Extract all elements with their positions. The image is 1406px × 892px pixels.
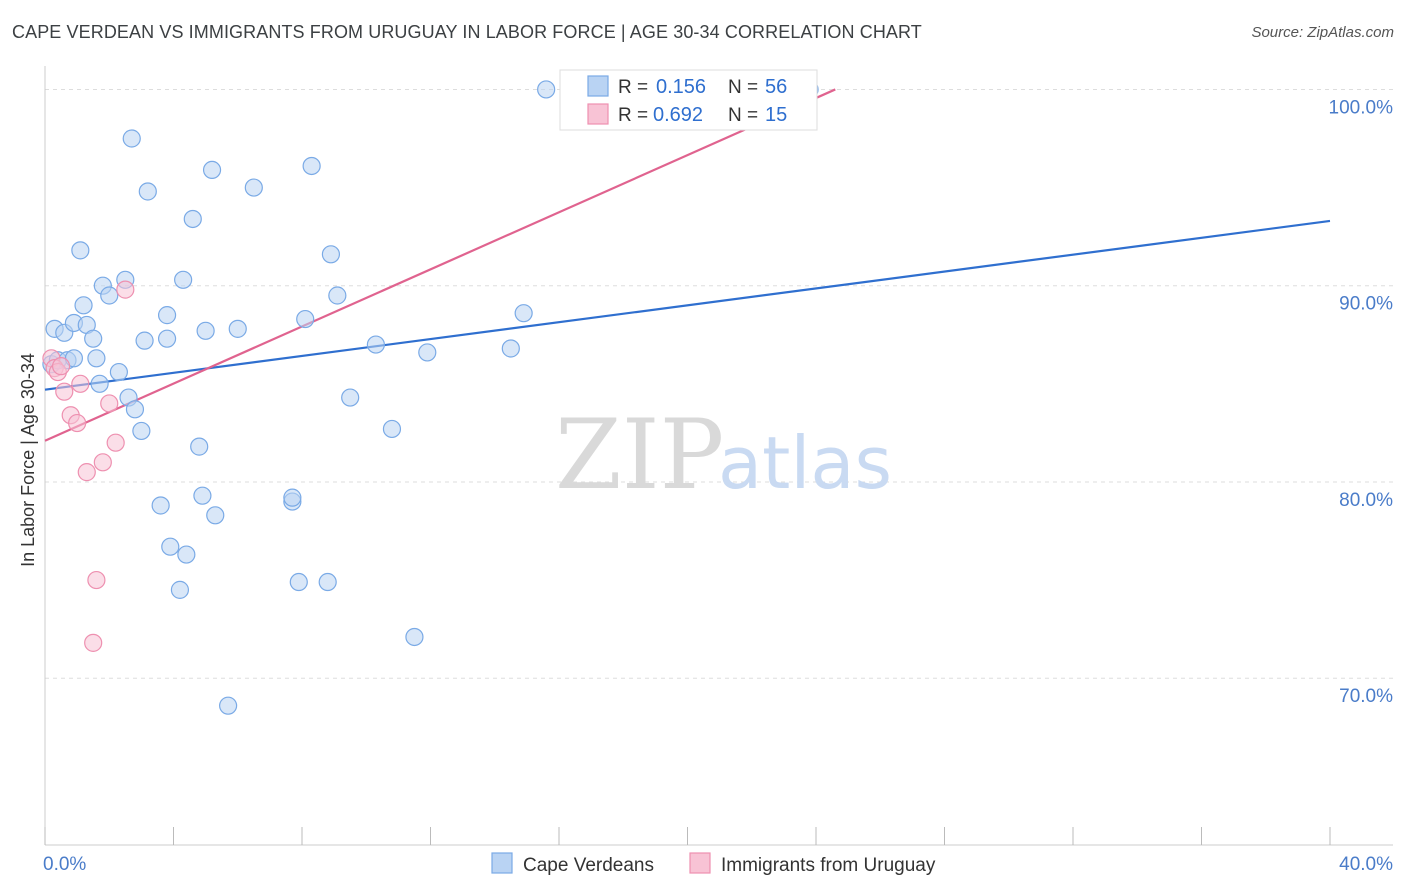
trend-lines: [44, 88, 1331, 442]
cape-verdean-point: [138, 182, 157, 201]
watermark-atlas: atlas: [718, 421, 892, 505]
uruguay-point: [51, 357, 71, 376]
uruguay-point: [71, 374, 90, 393]
cape-verdean-point: [196, 321, 215, 340]
bottom-legend-swatch-uruguay: [689, 852, 711, 874]
cape-verdean-point: [289, 572, 308, 592]
cape-verdean-point: [501, 339, 520, 358]
y-tick-label: 80.0%: [1339, 490, 1393, 511]
stats-legend: R = 0.156 N = 56 R = 0.692 N = 15: [559, 69, 818, 131]
bottom-legend-swatch-cape-verdeans: [491, 852, 513, 874]
watermark-zip: ZIP: [555, 399, 724, 511]
legend-swatch-uruguay: [587, 103, 609, 125]
cape-verdean-point: [132, 421, 151, 441]
cape-verdean-point: [244, 178, 263, 197]
cape-verdean-point: [193, 486, 212, 505]
cape-verdean-point: [157, 329, 177, 348]
cape-verdean-point: [161, 537, 180, 556]
cape-verdean-point: [90, 374, 109, 393]
cape-verdean-point: [302, 156, 321, 176]
uruguay-point: [100, 394, 119, 413]
y-tick-label: 100.0%: [1329, 97, 1394, 118]
cape-verdean-point: [206, 506, 225, 525]
cape-verdean-point: [366, 335, 385, 354]
series-legend: Cape Verdeans Immigrants from Uruguay: [491, 852, 936, 876]
cape-verdean-point: [122, 129, 141, 148]
watermark: ZIP atlas: [555, 399, 892, 511]
legend-n-value-uruguay: 15: [765, 104, 787, 126]
y-tick-label: 90.0%: [1339, 294, 1393, 315]
cape-verdean-point: [405, 627, 424, 647]
uruguay-point: [93, 453, 112, 472]
cape-verdean-point: [514, 304, 533, 323]
chart-title: CAPE VERDEAN VS IMMIGRANTS FROM URUGUAY …: [12, 22, 922, 42]
cape-verdean-point: [125, 400, 145, 419]
legend-n-value-cape-verdeans: 56: [765, 76, 787, 98]
source-credit: Source: ZipAtlas.com: [1251, 24, 1394, 41]
legend-n-label-2: N =: [728, 105, 758, 126]
uruguay-point: [87, 570, 106, 590]
cape-verdean-point: [328, 286, 347, 305]
cape-verdean-trend-line: [44, 219, 1331, 391]
cape-verdean-point: [100, 286, 119, 305]
y-tick-label: 70.0%: [1339, 686, 1393, 707]
uruguay-point: [116, 280, 135, 299]
legend-r-label: R =: [618, 77, 648, 98]
y-axis-title: In Labor Force | Age 30-34: [18, 353, 38, 567]
uruguay-point: [106, 433, 125, 452]
cape-verdean-point: [228, 319, 247, 338]
uruguay-trend-line: [44, 88, 836, 442]
cape-verdean-point: [177, 545, 196, 564]
legend-swatch-cape-verdeans: [587, 75, 609, 97]
cape-verdean-point: [84, 329, 103, 348]
cape-verdean-point: [219, 696, 238, 715]
cape-verdean-point: [157, 306, 177, 325]
cape-verdean-point: [135, 331, 154, 350]
cape-verdean-point: [183, 209, 202, 229]
cape-verdean-point: [202, 160, 222, 179]
uruguay-point: [55, 382, 74, 401]
bottom-legend-label-cape-verdeans: Cape Verdeans: [523, 855, 654, 876]
x-tick-label: 0.0%: [43, 854, 86, 875]
legend-r-value-uruguay: 0.692: [653, 104, 703, 126]
cape-verdean-point: [382, 419, 402, 439]
cape-verdean-point: [537, 80, 556, 99]
cape-verdean-point: [174, 270, 193, 289]
cape-verdean-point: [318, 572, 337, 592]
cape-verdean-point: [71, 241, 90, 260]
gridlines: [45, 88, 1393, 679]
cape-verdean-point: [109, 362, 128, 382]
bottom-legend-label-uruguay: Immigrants from Uruguay: [721, 855, 936, 876]
data-points: [42, 80, 819, 715]
axes: 70.0% 80.0% 90.0% 100.0% 0.0% 40.0%: [43, 66, 1393, 875]
cape-verdean-point: [151, 496, 170, 515]
cape-verdean-point: [341, 388, 360, 407]
uruguay-point: [84, 633, 103, 652]
legend-r-label-2: R =: [618, 105, 648, 126]
cape-verdean-point: [170, 580, 190, 599]
cape-verdean-point: [296, 309, 315, 329]
uruguay-point: [68, 413, 87, 433]
cape-verdean-point: [283, 488, 302, 507]
cape-verdean-point: [418, 343, 437, 362]
cape-verdean-point: [321, 245, 341, 264]
cape-verdean-point: [87, 349, 106, 368]
x-tick-label: 40.0%: [1339, 854, 1393, 875]
legend-r-value-cape-verdeans: 0.156: [656, 76, 706, 98]
uruguay-point: [77, 463, 96, 482]
cape-verdean-point: [190, 437, 209, 456]
cape-verdean-point: [74, 296, 93, 315]
legend-n-label: N =: [728, 77, 758, 98]
